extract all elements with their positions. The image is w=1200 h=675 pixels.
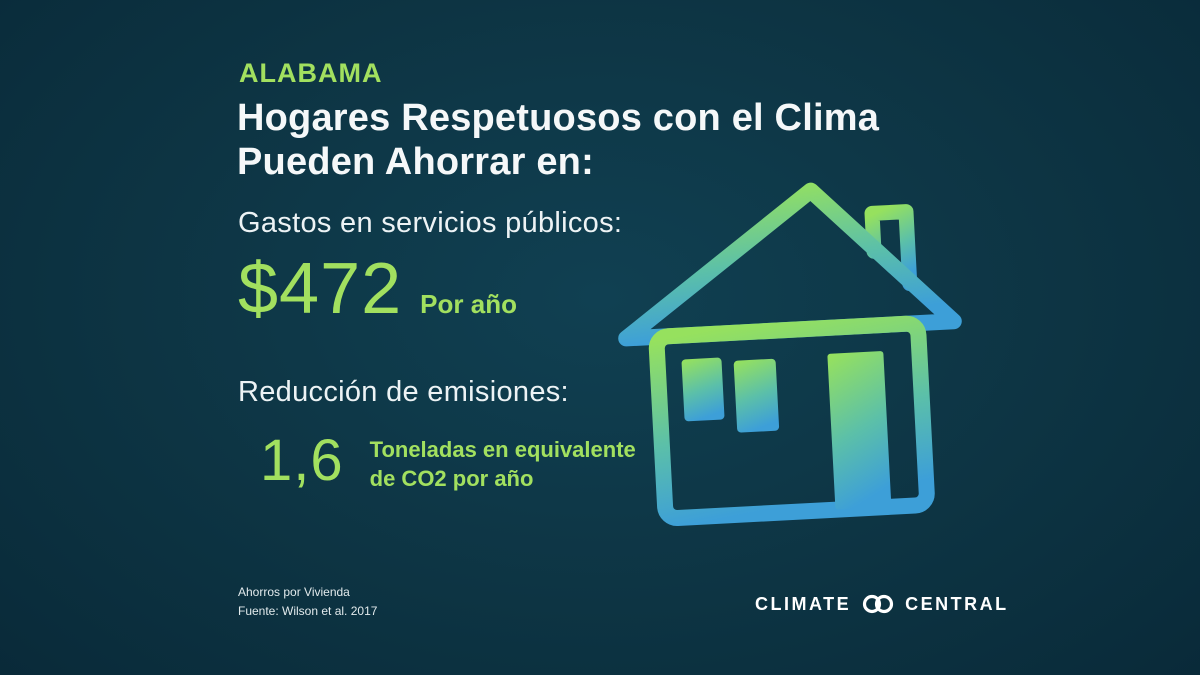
state-label: ALABAMA [239, 58, 383, 88]
utility-savings-label: Gastos en servicios públicos: [238, 207, 623, 239]
house-window-left [681, 357, 725, 422]
logo-text-central: CENTRAL [905, 593, 1009, 614]
house-window-right [733, 358, 780, 433]
emissions-reduction-label: Reducción de emisiones: [238, 376, 569, 408]
emissions-reduction-value: 1,6 [260, 427, 344, 493]
emissions-reduction-unit: Toneladas en equivalente de CO2 por año [370, 428, 636, 493]
house-chimney [864, 204, 918, 292]
footnote-line1: Ahorros por Vivienda [238, 585, 350, 599]
page-title: Hogares Respetuosos con el Clima Pueden … [237, 96, 879, 184]
utility-savings-unit: Por año [420, 289, 517, 319]
house-body [648, 315, 935, 526]
source-footnote: Ahorros por Vivienda Fuente: Wilson et a… [238, 583, 377, 620]
page-title-line2: Pueden Ahorrar en: [237, 141, 594, 184]
climate-central-logo: CLIMATE CENTRAL [755, 593, 1009, 615]
climate-central-rings-icon [860, 593, 896, 615]
house-icon [598, 178, 978, 548]
emissions-unit-line1: Toneladas en equivalente [369, 437, 636, 462]
logo-text-climate: CLIMATE [755, 593, 852, 614]
page-title-line1: Hogares Respetuosos con el Clima [237, 97, 880, 139]
house-door [827, 351, 892, 510]
emissions-reduction-stat: 1,6 Toneladas en equivalente de CO2 por … [260, 428, 636, 493]
utility-savings-stat: $472 Por año [238, 249, 517, 329]
utility-savings-value: $472 [238, 249, 403, 329]
footnote-line2: Fuente: Wilson et al. 2017 [238, 603, 378, 618]
emissions-unit-line2: de CO2 por año [369, 465, 534, 491]
